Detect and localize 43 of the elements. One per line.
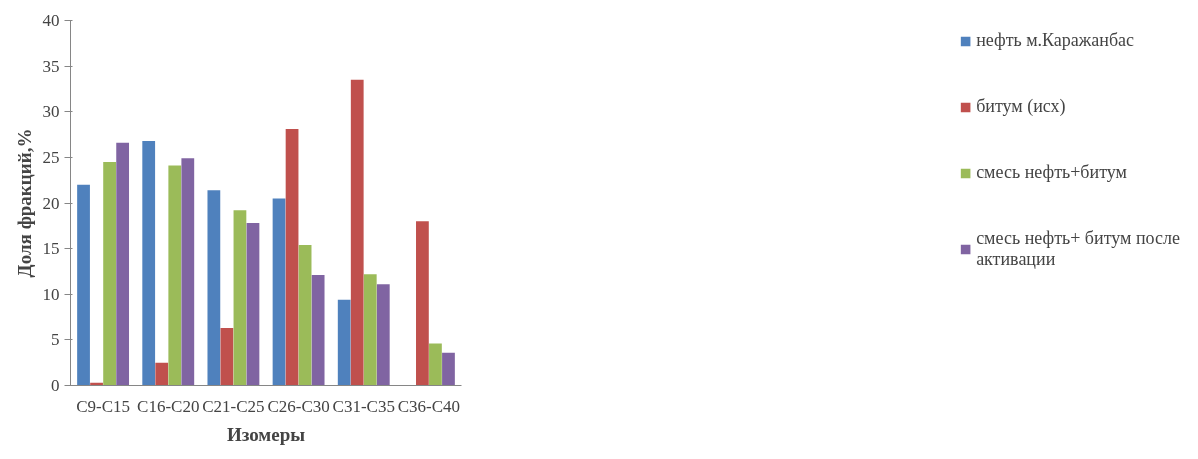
x-tick-label: C16-C20 <box>137 396 200 416</box>
x-tick-label: C31-C35 <box>332 396 395 416</box>
legend-label: смесь нефть+битум <box>976 162 1127 183</box>
bar <box>350 79 364 386</box>
y-tick-label: 40 <box>42 11 60 30</box>
bar <box>363 274 377 386</box>
bar <box>103 161 116 386</box>
bar <box>220 328 234 386</box>
y-tick-label: 30 <box>42 102 60 122</box>
y-tick-label: 10 <box>42 284 60 304</box>
legend-label: нефть м.Каражанбас <box>976 30 1135 51</box>
y-tick-label: 25 <box>42 147 60 167</box>
bar <box>376 284 390 386</box>
bar <box>285 129 299 386</box>
bar <box>181 158 195 386</box>
bar <box>311 275 325 386</box>
y-tick-label: 15 <box>42 239 60 259</box>
bar <box>207 190 221 386</box>
bar <box>155 362 169 386</box>
y-axis-title: Доля фракций,% <box>13 128 35 278</box>
y-tick-label: 20 <box>42 193 60 213</box>
x-tick-label: C36-C40 <box>397 396 461 416</box>
bar <box>116 142 130 386</box>
y-tick-label: 5 <box>51 330 60 350</box>
x-tick-label: C21-C25 <box>202 396 265 416</box>
x-tick-label: C26-C30 <box>267 396 330 416</box>
bar <box>77 184 90 386</box>
bar <box>272 198 286 386</box>
x-axis-title: Изомеры <box>226 423 306 445</box>
bar <box>416 221 429 386</box>
bar <box>246 223 260 386</box>
bar <box>429 343 442 386</box>
x-tick-label: C9-C15 <box>76 396 131 416</box>
bar <box>168 165 182 386</box>
bar <box>442 352 455 386</box>
legend-label: битум (исх) <box>976 96 1066 117</box>
bar <box>298 244 312 386</box>
y-tick-label: 0 <box>51 376 60 395</box>
bar <box>142 140 156 386</box>
legend-label: смесь нефть+ битум после активации <box>976 228 1180 270</box>
bar <box>337 299 351 386</box>
y-tick-label: 35 <box>42 56 60 76</box>
bar <box>233 210 247 386</box>
